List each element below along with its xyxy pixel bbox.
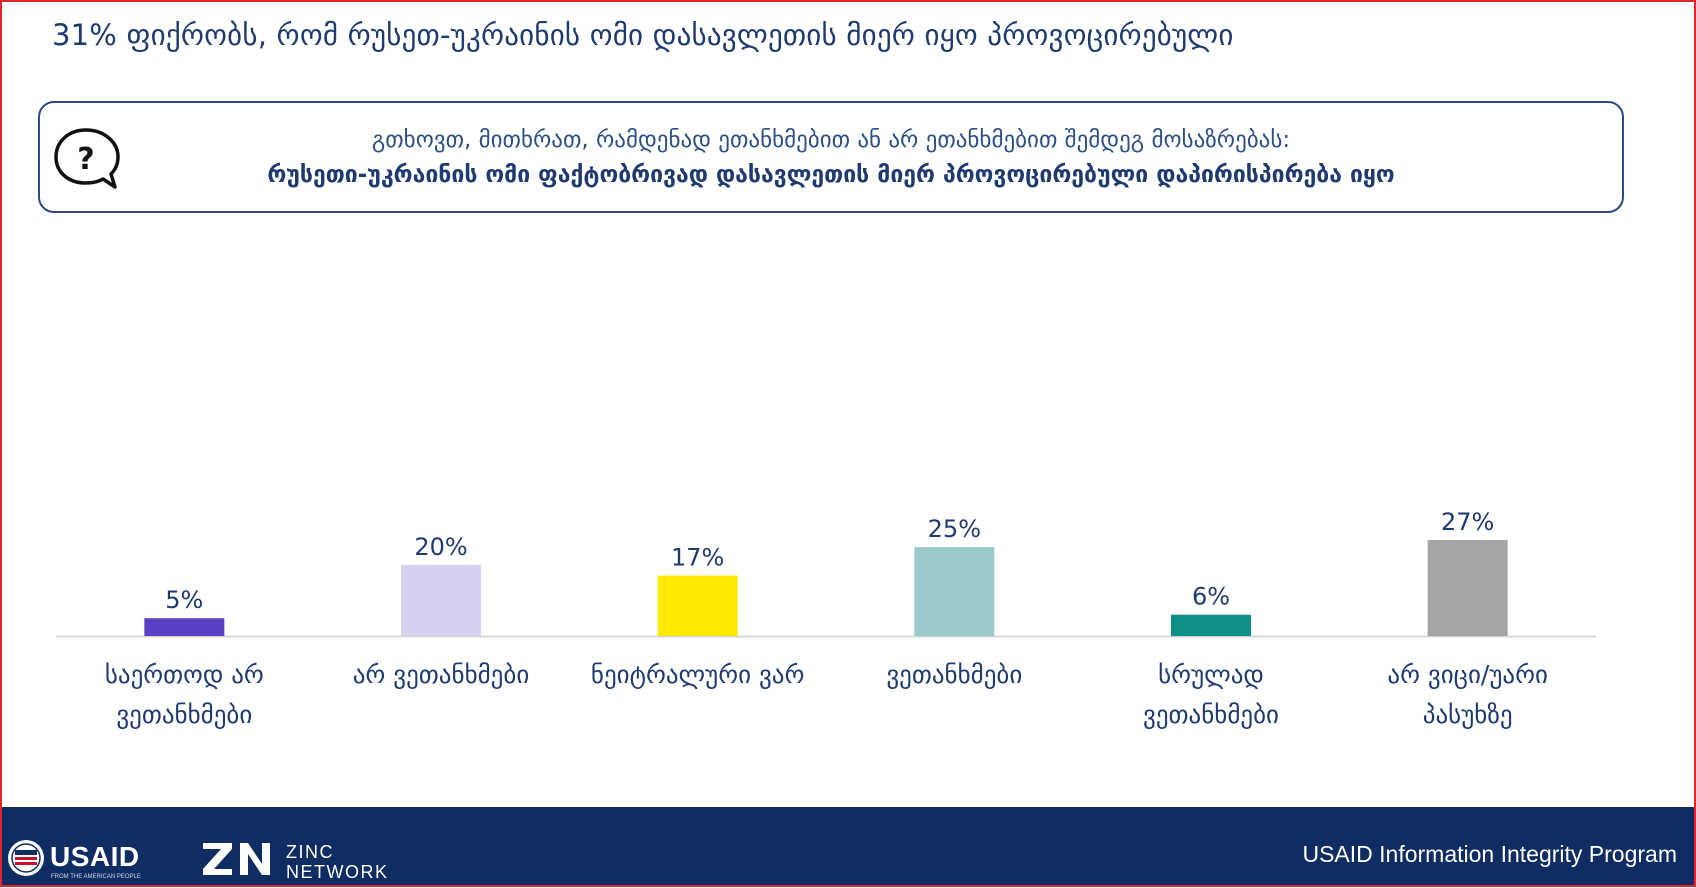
usaid-tagline: FROM THE AMERICAN PEOPLE xyxy=(51,874,141,880)
usaid-wordmark: USAID xyxy=(50,841,140,872)
category-label-0-line-0: საერთოდ არ xyxy=(104,660,264,689)
category-label-4-line-1: ვეთანხმები xyxy=(1143,700,1279,729)
data-label-3: 25% xyxy=(928,515,981,543)
category-label-3-line-0: ვეთანხმები xyxy=(886,660,1023,689)
bar-4 xyxy=(1171,614,1251,636)
category-label-5-line-1: პასუხზე xyxy=(1422,700,1513,729)
zinc-mark-icon xyxy=(203,843,270,875)
category-label-1: არ ვეთანხმები xyxy=(321,655,561,695)
data-label-2: 17% xyxy=(671,544,724,572)
usaid-logo: USAID FROM THE AMERICAN PEOPLE xyxy=(6,838,166,886)
category-label-4: სრულად ვეთანხმები xyxy=(1091,655,1331,735)
bar-2 xyxy=(657,575,738,636)
bar-3 xyxy=(914,547,995,636)
zinc-word: ZINC xyxy=(286,842,334,862)
category-label-4-line-0: სრულად xyxy=(1158,660,1264,689)
category-label-1-line-0: არ ვეთანხმები xyxy=(352,660,530,689)
question-text-line2: რუსეთი-უკრაინის ომი ფაქტობრივად დასავლეთ… xyxy=(267,162,1395,188)
bar-0 xyxy=(144,618,225,636)
question-bubble-icon: ? xyxy=(54,128,120,189)
zinc-network-logo: ZINC NETWORK xyxy=(202,840,402,888)
category-label-0: საერთოდ არ ვეთანხმები xyxy=(64,655,304,735)
page-title: 31% ფიქრობს, რომ რუსეთ-უკრაინის ომი დასა… xyxy=(52,18,1234,52)
program-name: USAID Information Integrity Program xyxy=(1302,841,1677,867)
bar-chart: 5% 20% 17% 25% 6% 27% xyxy=(56,508,1596,638)
category-label-3: ვეთანხმები xyxy=(834,655,1074,695)
data-label-0: 5% xyxy=(165,586,203,614)
question-text-line1: გთხოვთ, მითხრათ, რამდენად ეთანხმებით ან … xyxy=(371,127,1291,153)
category-label-2-line-0: ნეიტრალური ვარ xyxy=(590,660,805,689)
question-box: ? გთხოვთ, მითხრათ, რამდენად ეთანხმებით ა… xyxy=(38,101,1624,213)
svg-text:?: ? xyxy=(77,142,94,177)
bar-5 xyxy=(1427,540,1508,636)
data-label-1: 20% xyxy=(414,533,467,561)
category-label-0-line-1: ვეთანხმები xyxy=(116,700,253,729)
category-label-5-line-0: არ ვიცი/უარი xyxy=(1387,660,1548,689)
data-label-5: 27% xyxy=(1441,508,1494,536)
category-label-5: არ ვიცი/უარი პასუხზე xyxy=(1348,655,1588,735)
footer-bar: USAID FROM THE AMERICAN PEOPLE ZINC NETW… xyxy=(2,807,1694,885)
bar-1 xyxy=(401,564,481,636)
network-word: NETWORK xyxy=(286,862,389,882)
category-label-2: ნეიტრალური ვარ xyxy=(578,655,818,695)
data-label-4: 6% xyxy=(1192,583,1230,611)
usaid-seal-icon xyxy=(8,840,44,876)
